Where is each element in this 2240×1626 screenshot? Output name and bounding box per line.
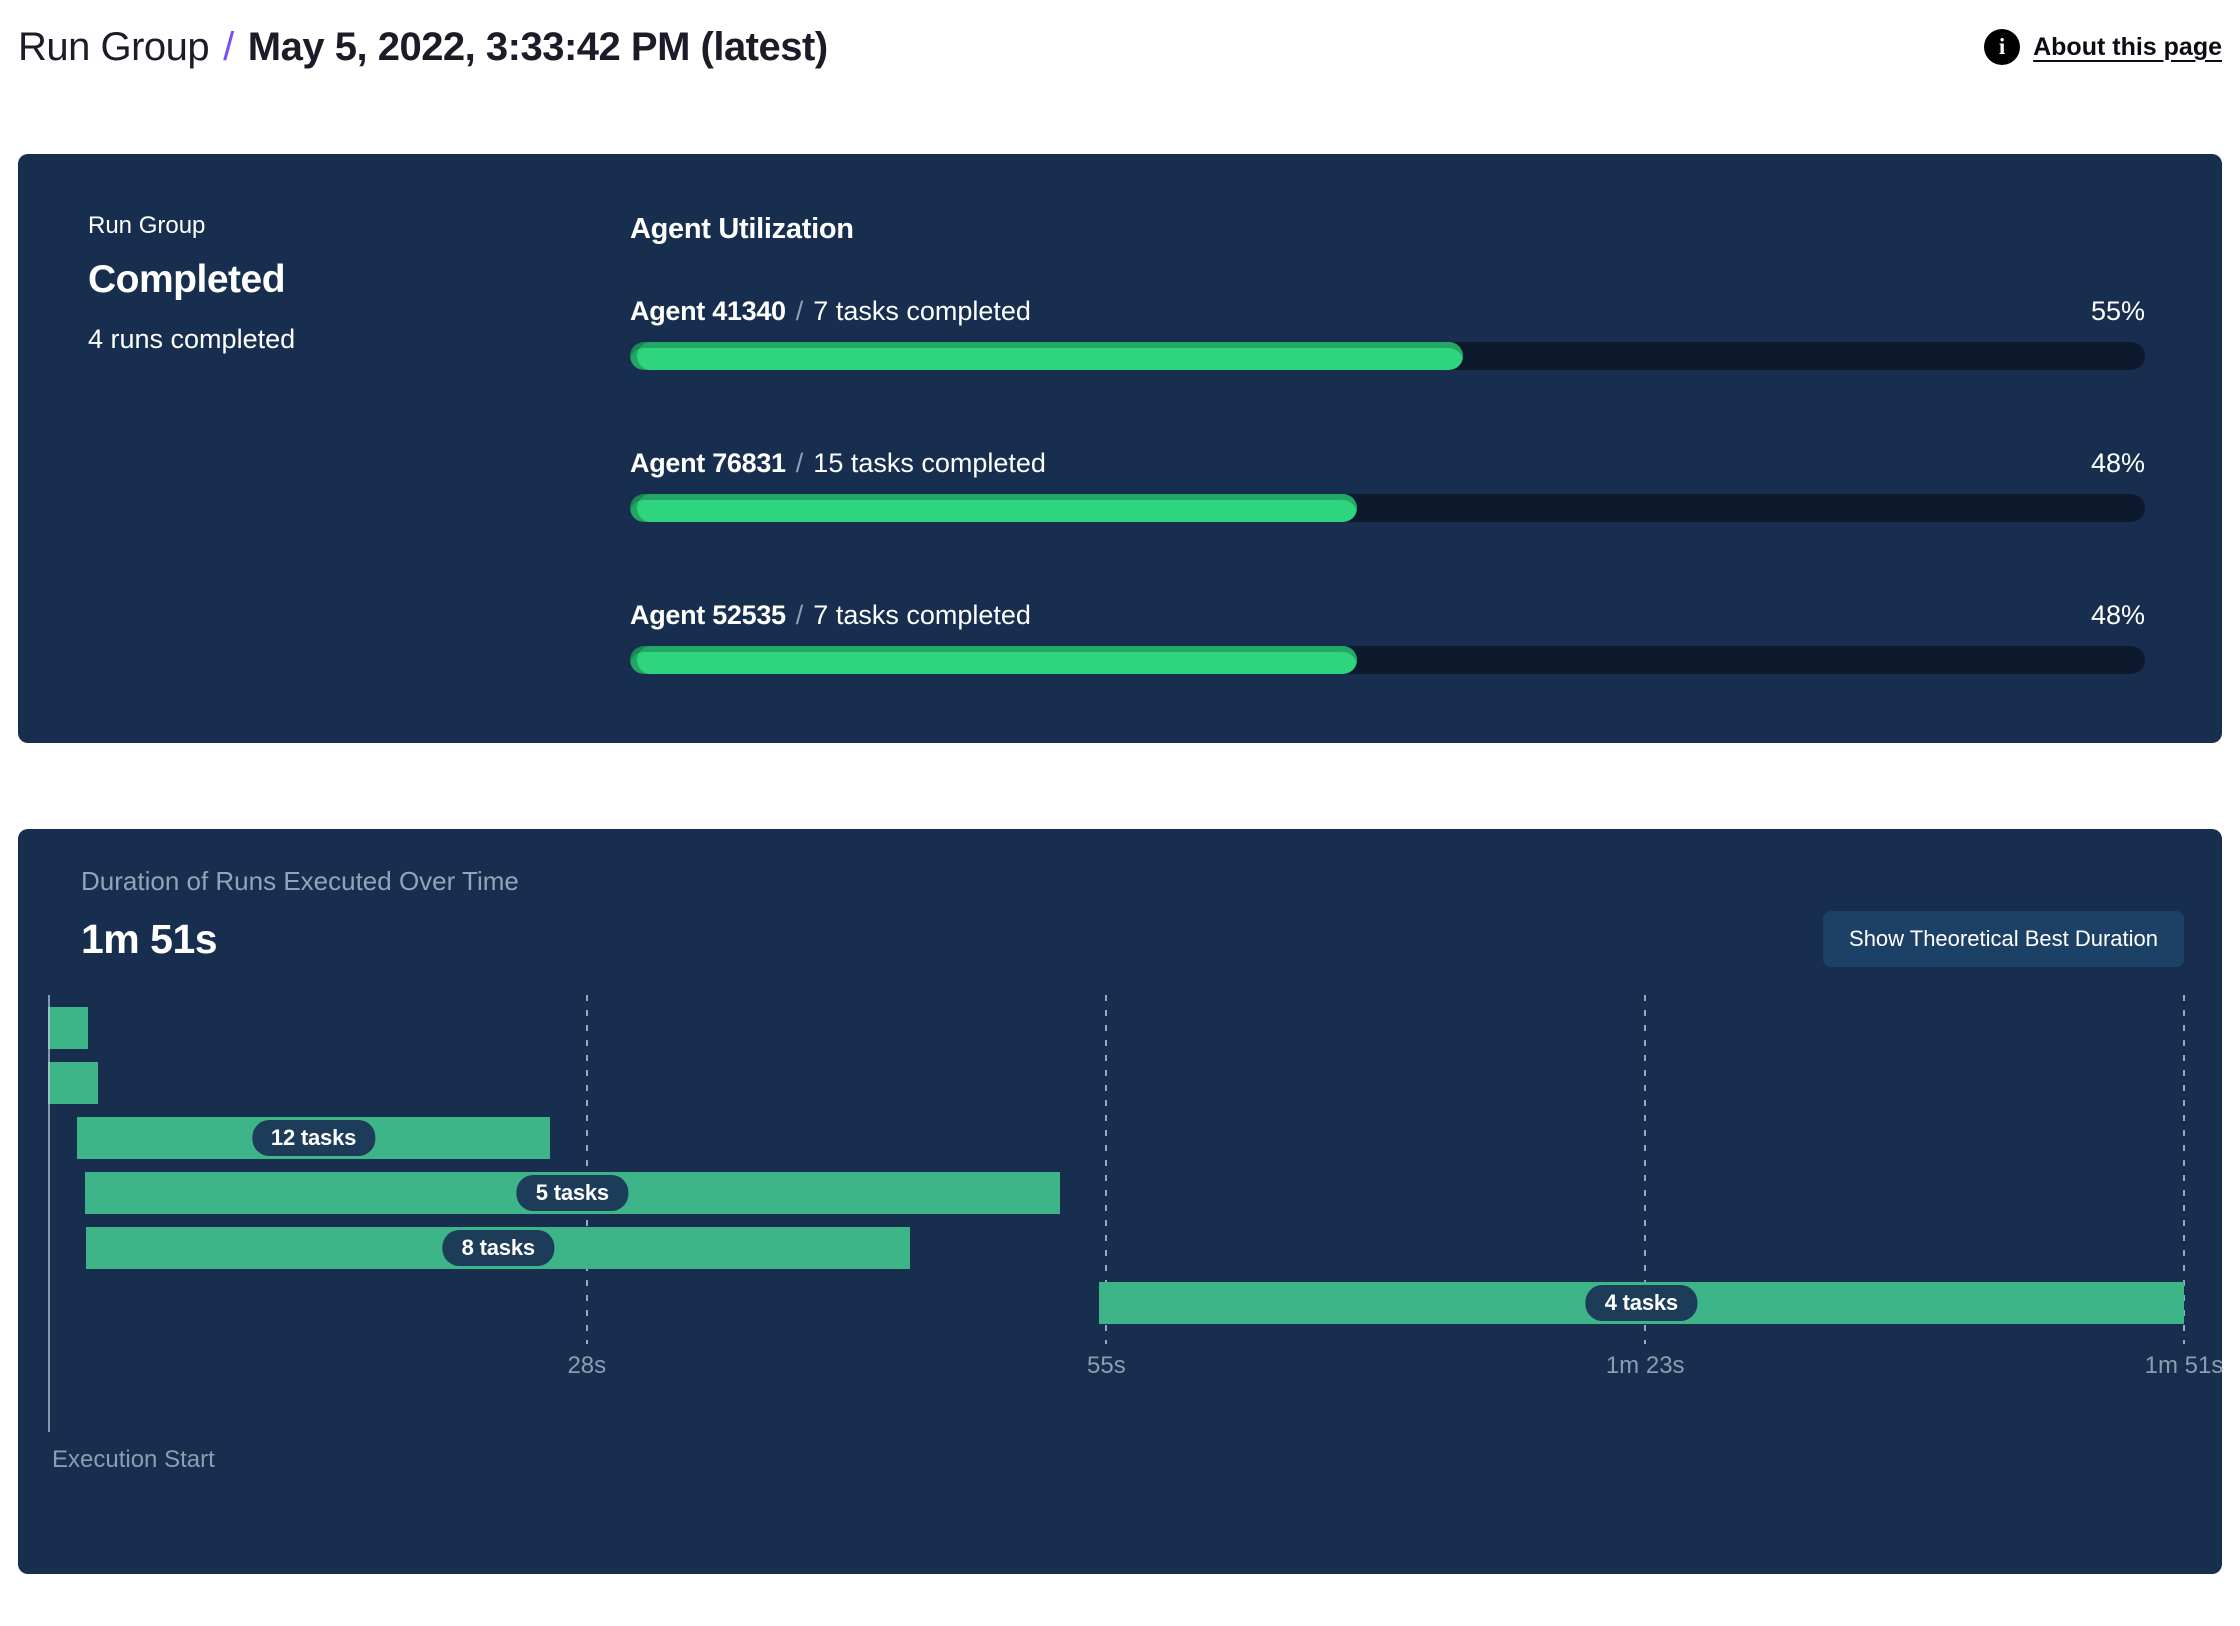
page-title: May 5, 2022, 3:33:42 PM (latest) (247, 25, 828, 69)
agent-separator: / (795, 296, 804, 326)
breadcrumb-root: Run Group (18, 25, 210, 69)
agent-name: Agent 41340 (630, 296, 786, 326)
duration-panel: Duration of Runs Executed Over Time 1m 5… (18, 829, 2223, 1574)
run-group-label: Run Group (88, 212, 206, 239)
utilization-track (630, 646, 2145, 674)
agent-utilization-row: Agent 76831 / 15 tasks completed 48% (630, 446, 2145, 522)
execution-start-axis-line (48, 995, 50, 1432)
gantt-row: 5 tasks (48, 1172, 2184, 1214)
agent-utilization-row: Agent 41340 / 7 tasks completed 55% (630, 294, 2145, 370)
gridline-55s (1105, 995, 1108, 1344)
gridline-28s (585, 995, 588, 1344)
bar-label-pill: 8 tasks (442, 1230, 554, 1266)
agent-utilization-section: Agent Utilization Agent 41340 / 7 tasks … (630, 212, 2145, 679)
run-bar: 5 tasks (84, 1172, 1061, 1214)
tick-label-1m23s: 1m 23s (1605, 1352, 1685, 1379)
tick-label-28s: 28s (567, 1352, 607, 1379)
about-this-page-link[interactable]: i About this page (1984, 29, 2222, 65)
agent-utilization-percent: 48% (2090, 448, 2145, 478)
agent-separator: / (795, 448, 804, 478)
agent-utilization-percent: 48% (2090, 600, 2145, 630)
gantt-chart: 12 tasks 5 tasks 8 tasks 4 tasks 28s 55s… (48, 995, 2223, 1432)
gridline-1m23s (1644, 995, 1647, 1344)
agent-separator: / (795, 600, 804, 630)
utilization-fill (630, 646, 1358, 674)
agent-utilization-title: Agent Utilization (630, 213, 854, 245)
run-summary: Run Group Completed 4 runs completed (88, 212, 630, 679)
gridline-1m51s (2183, 995, 2185, 1344)
agent-tasks-completed: 15 tasks completed (813, 448, 1046, 478)
run-bar (48, 1062, 99, 1104)
run-bar: 12 tasks (76, 1117, 551, 1159)
tick-label-55s: 55s (1087, 1352, 1126, 1379)
agent-utilization-percent: 55% (2090, 296, 2145, 326)
gantt-row (48, 1062, 2184, 1104)
breadcrumb: Run Group / May 5, 2022, 3:33:42 PM (lates… (18, 23, 828, 71)
agent-name: Agent 76831 (630, 448, 786, 478)
gantt-row: 12 tasks (48, 1117, 2184, 1159)
duration-header-row: 1m 51s Show Theoretical Best Duration (81, 911, 2184, 967)
utilization-fill (630, 494, 1358, 522)
duration-chart-title: Duration of Runs Executed Over Time (81, 866, 519, 896)
utilization-fill (630, 342, 1464, 370)
run-bar: 4 tasks (1098, 1282, 2184, 1324)
agent-name: Agent 52535 (630, 600, 786, 630)
total-duration-value: 1m 51s (81, 915, 218, 962)
utilization-track (630, 494, 2145, 522)
breadcrumb-separator: / (223, 25, 234, 69)
tick-label-1m51s: 1m 51s (2144, 1352, 2224, 1379)
run-group-status-panel: Run Group Completed 4 runs completed Age… (18, 154, 2222, 743)
bar-label-pill: 5 tasks (516, 1175, 628, 1211)
gantt-row: 4 tasks (48, 1282, 2184, 1324)
run-status-value: Completed (88, 258, 286, 301)
agent-utilization-row: Agent 52535 / 7 tasks completed 48% (630, 598, 2145, 674)
show-theoretical-best-duration-button[interactable]: Show Theoretical Best Duration (1823, 911, 2184, 967)
info-icon: i (1984, 29, 2021, 65)
agent-tasks-completed: 7 tasks completed (813, 600, 1031, 630)
about-link-label: About this page (2033, 32, 2222, 61)
utilization-track (630, 342, 2145, 370)
run-bar: 8 tasks (86, 1227, 911, 1269)
bar-label-pill: 12 tasks (251, 1120, 376, 1156)
run-bar (48, 1007, 89, 1049)
gantt-row: 8 tasks (48, 1227, 2184, 1269)
gantt-row (48, 1007, 2184, 1049)
bar-label-pill: 4 tasks (1585, 1285, 1697, 1321)
agent-tasks-completed: 7 tasks completed (813, 296, 1031, 326)
page-header: Run Group / May 5, 2022, 3:33:42 PM (lates… (18, 14, 2222, 80)
execution-start-label: Execution Start (52, 1446, 215, 1473)
runs-completed-count: 4 runs completed (88, 324, 296, 354)
